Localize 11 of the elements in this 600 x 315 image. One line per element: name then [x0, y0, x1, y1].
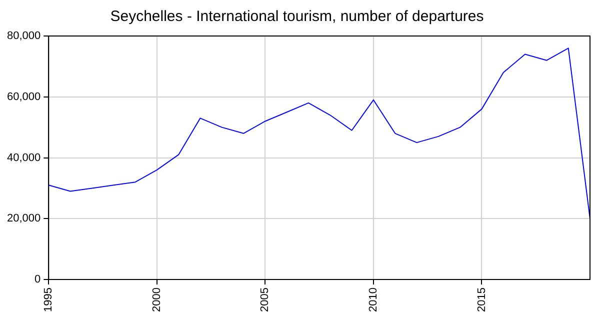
y-tick-label: 20,000: [6, 212, 41, 225]
x-tick-label: 2005: [259, 288, 272, 312]
y-tick-label: 40,000: [6, 152, 41, 164]
y-tick-label: 60,000: [6, 90, 41, 103]
y-tick-label: 80,000: [6, 30, 41, 42]
x-tick-label: 2015: [476, 288, 488, 312]
x-tick-label: 2010: [367, 288, 380, 312]
x-tick-label: 2000: [150, 288, 163, 312]
x-tick-label: 1995: [42, 288, 55, 312]
chart-title: Seychelles - International tourism, number of departures: [110, 8, 484, 26]
y-tick-label: 0: [34, 274, 41, 286]
